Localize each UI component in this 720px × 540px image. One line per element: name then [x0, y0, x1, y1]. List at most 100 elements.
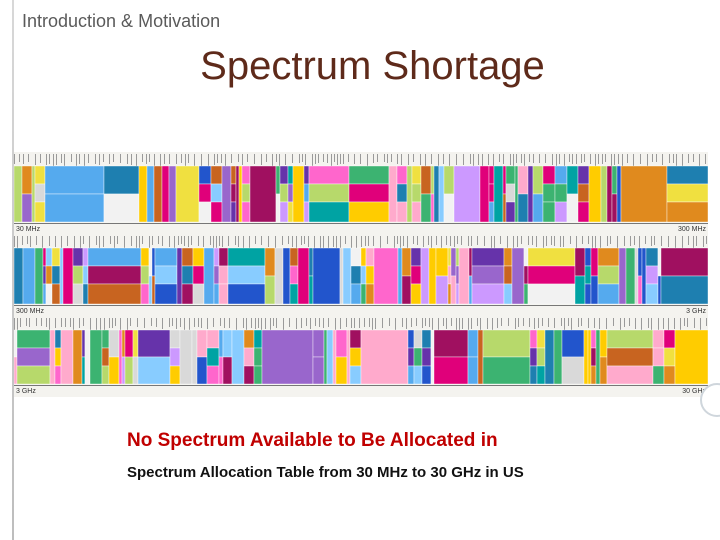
band-3-tick [578, 318, 579, 327]
band-2-start-label: 300 MHz [16, 308, 45, 315]
band-2-tick [682, 236, 683, 248]
band-2-tick [651, 236, 652, 246]
band-1-tick [413, 154, 414, 162]
band-3-tick [620, 318, 621, 331]
allocation-cell [574, 247, 586, 277]
allocation-cell [243, 329, 255, 349]
band-1-tick [154, 154, 155, 166]
allocation-cell [198, 201, 212, 223]
band-2-tick [532, 236, 533, 245]
band-1-tick [348, 154, 349, 162]
band-3-tick [613, 318, 614, 326]
band-1-tick [169, 154, 170, 164]
allocation-cell [577, 165, 590, 185]
allocation-cell [527, 283, 576, 305]
band-3-tick [629, 318, 630, 326]
allocation-cell [181, 247, 194, 267]
allocation-cell [181, 283, 194, 305]
allocation-cell [84, 329, 91, 385]
band-3-tick [120, 318, 121, 330]
band-3-tick [194, 318, 195, 327]
allocation-cell [523, 247, 529, 267]
band-3-tick [283, 318, 284, 330]
allocation-cell [616, 165, 622, 223]
allocation-cell [312, 356, 325, 385]
allocation-cell [72, 265, 84, 285]
allocation-cell [430, 165, 435, 195]
allocation-cell [590, 365, 597, 385]
band-2-tick [14, 236, 15, 247]
band-1-tick [595, 154, 596, 167]
band-2-tick [36, 236, 37, 245]
band-1-tick [49, 154, 50, 164]
band-1-tick [315, 154, 316, 164]
band-3-tick [395, 318, 396, 330]
band-2-tick [103, 236, 104, 247]
band-3-tick [104, 318, 105, 330]
band-3-tick [641, 318, 642, 331]
allocation-cell [407, 347, 415, 367]
allocation-cell [230, 201, 237, 223]
band-2-tick [595, 236, 596, 248]
allocation-cell [577, 201, 590, 223]
band-1-tick [673, 154, 674, 163]
allocation-cell [455, 265, 460, 285]
allocation-cell [14, 329, 18, 358]
band-3-tick [624, 318, 625, 327]
band-2-tick [610, 236, 611, 244]
band-3-tick [581, 318, 582, 326]
band-1-tick [373, 154, 374, 163]
allocation-cell [87, 265, 142, 285]
allocation-cell [151, 247, 156, 277]
band-1-tick [327, 154, 328, 163]
allocation-cell [308, 201, 350, 223]
band-2-tick [282, 236, 283, 245]
allocation-cell [230, 165, 237, 185]
allocation-cell [433, 329, 469, 358]
band-2-tick [83, 236, 84, 244]
allocation-cell [54, 329, 62, 349]
band-1-tick [401, 154, 402, 165]
allocation-cell [140, 265, 150, 285]
band-1-tick [420, 154, 421, 165]
band-2-tick [198, 236, 199, 246]
allocation-cell [435, 275, 449, 305]
band-3-tick [169, 318, 170, 327]
allocation-cell [529, 365, 538, 385]
band-1-tick [456, 154, 457, 165]
band-1-tick [176, 154, 177, 164]
band-3-tick [26, 318, 27, 326]
allocation-cell [138, 165, 148, 223]
band-1-tick [510, 154, 511, 165]
allocation-cell [488, 165, 495, 185]
decorative-circle [700, 383, 720, 417]
allocation-cell [235, 165, 240, 223]
allocation-cell [532, 165, 544, 195]
allocation-cell [349, 329, 362, 349]
band-1-tick [387, 154, 388, 163]
allocation-cell [308, 183, 350, 203]
band-3-tick [375, 318, 376, 329]
band-1-tick [331, 154, 332, 166]
band-1-tick [556, 154, 557, 166]
allocation-cell [413, 329, 423, 349]
band-1-tick [384, 154, 385, 162]
allocation-cell [542, 201, 556, 223]
band-3-tick [198, 318, 199, 327]
allocation-cell [468, 247, 473, 277]
allocation-cell [108, 356, 120, 385]
allocation-cell [502, 165, 507, 195]
band-1-tick [391, 154, 392, 162]
band-1-tick [84, 154, 85, 166]
allocation-cell [666, 165, 708, 185]
band-1-tick [354, 154, 355, 164]
band-3-tick [422, 318, 423, 328]
band-3-tick [112, 318, 113, 328]
band-2-tick [238, 236, 239, 247]
band-3-tick [346, 318, 347, 327]
allocation-cell [350, 283, 362, 305]
band-2-tick [397, 236, 398, 244]
band-1-tick [584, 154, 585, 162]
band-2-tick [428, 236, 429, 245]
allocation-cell [14, 247, 24, 305]
